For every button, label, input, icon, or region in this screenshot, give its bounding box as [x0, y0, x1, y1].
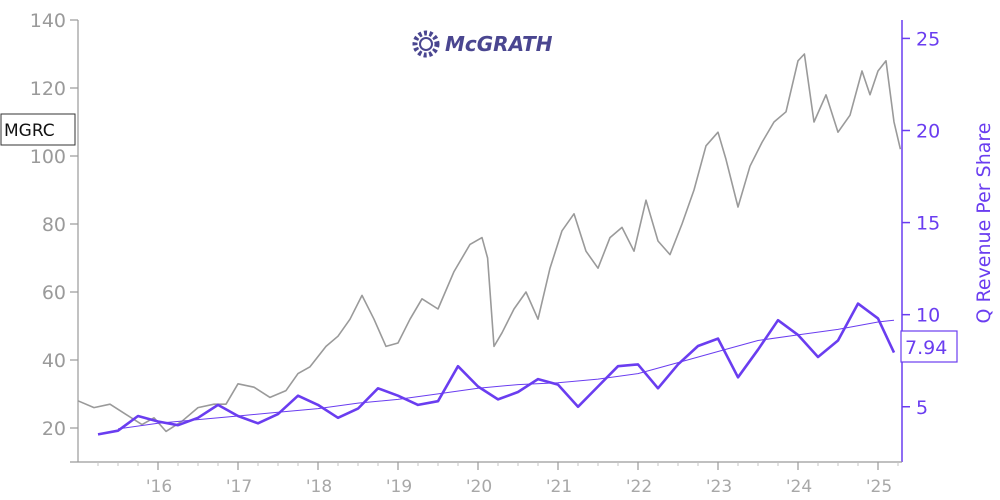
x-tick-label: '21: [546, 477, 572, 497]
right-tick-label: 5: [916, 397, 928, 419]
x-tick-label: '19: [386, 477, 412, 497]
left-tick-label: 20: [42, 418, 66, 440]
right-tick-label: 20: [916, 121, 940, 143]
x-tick-label: '23: [706, 477, 732, 497]
left-axis: 20 40 60 80 100 120 140: [30, 10, 79, 462]
series-layer: [77, 53, 902, 436]
x-tick-label: '18: [306, 477, 332, 497]
right-tick-label: 15: [916, 213, 940, 235]
left-tick-label: 140: [30, 10, 66, 32]
x-tick-label: '25: [866, 477, 892, 497]
right-axis-title: Q Revenue Per Share: [973, 123, 995, 324]
last-value-label: 7.94: [900, 330, 958, 363]
trend-line: [117, 319, 895, 430]
left-tick-label: 80: [42, 214, 66, 236]
revenue-line: [97, 302, 896, 436]
x-tick-label: '20: [466, 477, 492, 497]
left-tick-label: 40: [42, 350, 66, 372]
logo-text: McGRATH: [445, 32, 553, 56]
x-tick-label: '24: [786, 477, 812, 497]
x-tick-label: '16: [146, 477, 172, 497]
left-tick-label: 120: [30, 78, 66, 100]
right-tick-label: 25: [916, 28, 940, 50]
right-axis: 5 10 15 20 25: [901, 20, 940, 462]
right-tick-label: 10: [916, 305, 940, 327]
price-line: [77, 53, 902, 433]
x-axis: '16 '17 '18 '19 '20 '21 '22 '23 '24 '25: [70, 461, 902, 497]
ticker-text: MGRC: [4, 121, 55, 141]
mcgrath-logo: McGRATH: [412, 30, 553, 58]
x-tick-label: '17: [226, 477, 252, 497]
gear-icon: [412, 30, 440, 58]
x-tick-label: '22: [626, 477, 652, 497]
last-value-box: [900, 330, 958, 363]
ticker-label: MGRC: [0, 113, 76, 146]
left-tick-label: 100: [30, 146, 66, 168]
ticker-box: [0, 113, 76, 146]
last-value-text: 7.94: [905, 337, 947, 359]
left-tick-label: 60: [42, 282, 66, 304]
